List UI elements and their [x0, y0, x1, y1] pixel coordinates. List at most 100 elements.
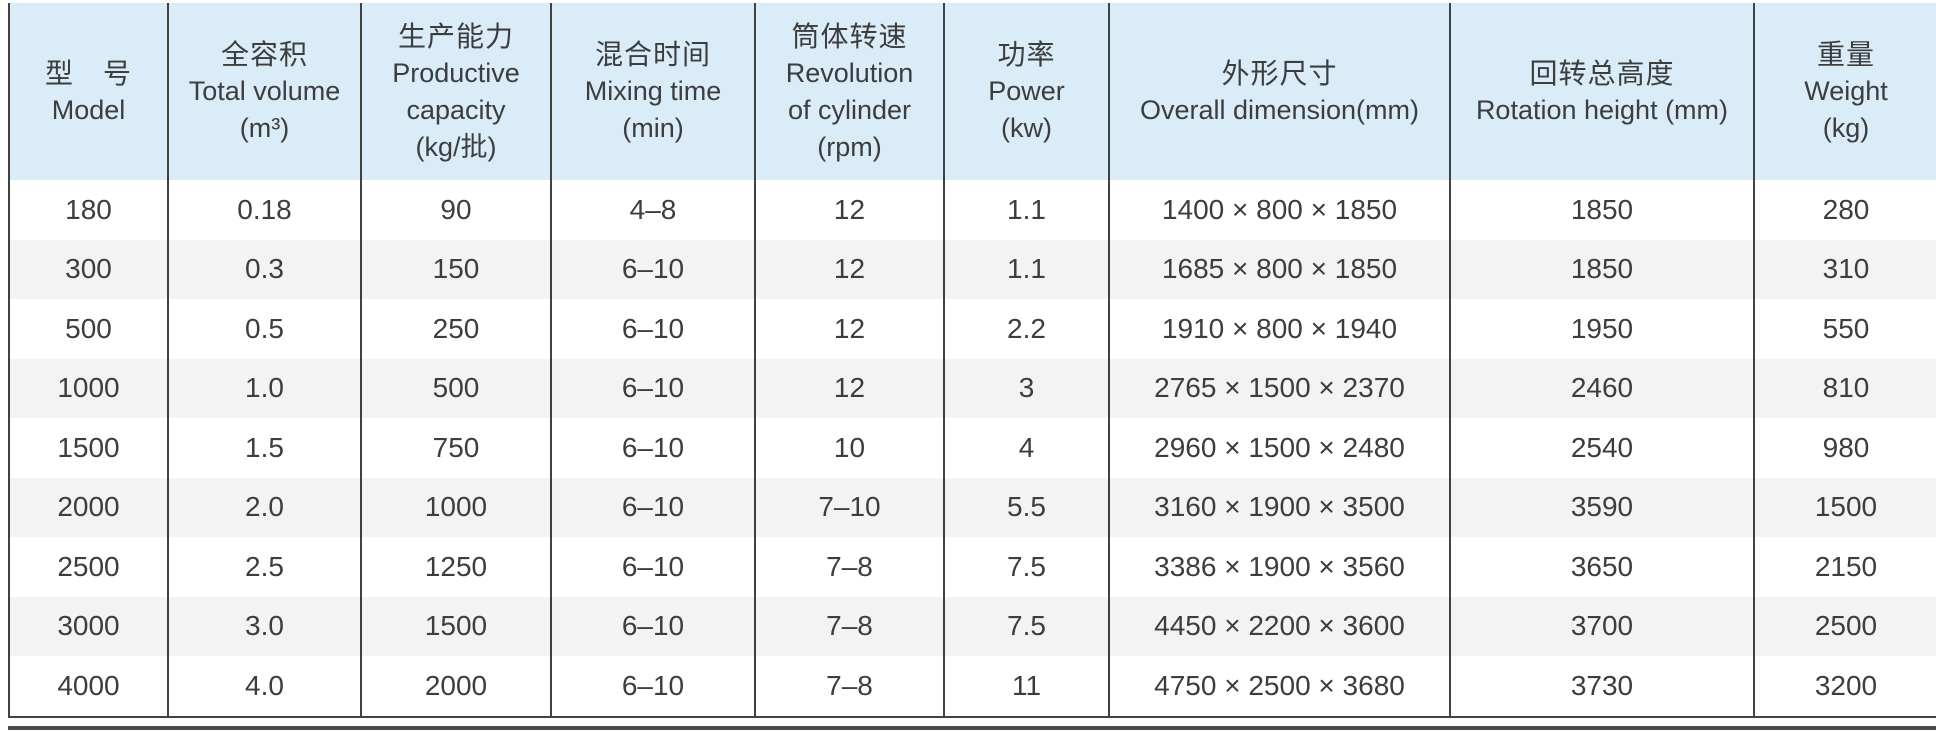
table-row: 3000 3.0 1500 6–10 7–8 7.5 4450 × 2200 × 3600 3… [9, 596, 1936, 656]
table-row: 1000 1.0 500 6–10 12 3 2765 × 1500 × 2370 2460 8… [9, 358, 1936, 418]
table-cell: 1.5 [168, 418, 362, 478]
column-header-total-volume: 全容积 Total volume (m³) [168, 3, 362, 180]
table-cell: 300 [9, 239, 169, 299]
header-en-model: Model [51, 94, 126, 125]
table-cell: 500 [9, 299, 169, 359]
table-cell: 500 [361, 358, 552, 418]
table-cell: 6–10 [551, 656, 756, 717]
header-zh-mixing-time: 混合时间 [594, 39, 711, 70]
table-cell: 10 [755, 418, 945, 478]
table-row: 2500 2.5 1250 6–10 7–8 7.5 3386 × 1900 × 3560 3… [9, 537, 1936, 597]
table-cell: 980 [1822, 431, 1870, 463]
header-en-power: Power [988, 76, 1065, 106]
table-cell: 1000 [361, 477, 552, 537]
table-cell: 1685 × 800 × 1850 [1109, 239, 1451, 299]
column-header-overall-dimension: 外形尺寸 Overall dimension(mm) [1109, 3, 1451, 180]
table-cell: 1.1 [944, 239, 1110, 299]
table-cell: 4.0 [168, 656, 362, 717]
column-header-productive-capacity: 生产能力 Productive capacity (kg/批) [361, 3, 552, 180]
table-row: 1500 1.5 750 6–10 10 4 2960 × 1500 × 2480 2540 9… [9, 418, 1936, 478]
table-cell: 2960 × 1500 × 2480 [1109, 418, 1451, 478]
table-cell: 2460 [1450, 358, 1755, 418]
header-en-revolution: Revolution of cylinder [785, 57, 914, 125]
table-cell: 11 [944, 656, 1110, 717]
table-cell: 2500 [9, 537, 169, 597]
header-unit-productive-capacity: (kg/批) [415, 131, 497, 162]
table-cell: 12 [755, 180, 945, 240]
table-cell: 750 [361, 418, 552, 478]
header-unit-total-volume: (m³) [239, 113, 290, 143]
header-en-mixing-time: Mixing time [584, 76, 722, 106]
header-en-overall-dimension: Overall dimension(mm) [1139, 94, 1420, 125]
header-unit-mixing-time: (min) [622, 113, 684, 143]
table-cell: 310 [1822, 253, 1870, 285]
table-row: 300 0.3 150 6–10 12 1.1 1685 × 800 × 1850 1850 3… [9, 239, 1936, 299]
bottom-rule [8, 726, 1936, 730]
table-cell: 2.5 [168, 537, 362, 597]
table-cell: 6–10 [551, 239, 756, 299]
table-cell: 1.1 [944, 180, 1110, 240]
spec-table: 型 号 Model 全容积 Total volume (m³) 生产能力 [8, 3, 1936, 718]
table-cell: 2000 [361, 656, 552, 717]
table-header: 型 号 Model 全容积 Total volume (m³) 生产能力 [9, 3, 1936, 180]
table-cell: 3000 [9, 596, 169, 656]
header-unit-power: (kw) [1001, 113, 1052, 143]
table-cell: 280 [1822, 193, 1870, 225]
table-cell: 4750 × 2500 × 3680 [1109, 656, 1451, 717]
table-cell: 1910 × 800 × 1940 [1109, 299, 1451, 359]
table-cell: 550 [1822, 312, 1870, 344]
table-cell: 7–10 [755, 477, 945, 537]
table-cell: 2.2 [944, 299, 1110, 359]
table-cell: 3 [944, 358, 1110, 418]
table-cell: 4 [944, 418, 1110, 478]
table-cell: 6–10 [551, 299, 756, 359]
header-unit-revolution: (rpm) [817, 131, 882, 162]
table-cell: 3386 × 1900 × 3560 [1109, 537, 1451, 597]
header-en-weight: Weight [1804, 76, 1888, 106]
table-cell: 2150 [1814, 550, 1878, 582]
table-cell: 2000 [9, 477, 169, 537]
table-cell: 7–8 [755, 596, 945, 656]
table-cell: 1000 [9, 358, 169, 418]
table-cell: 6–10 [551, 358, 756, 418]
table-cell: 3650 [1450, 537, 1755, 597]
table-cell: 7.5 [944, 537, 1110, 597]
column-header-weight: 重量 Weight (kg) [1754, 3, 1936, 180]
table-row: 2000 2.0 1000 6–10 7–10 5.5 3160 × 1900 × 3500… [9, 477, 1936, 537]
table-cell: 2500 [1814, 610, 1878, 642]
table-cell: 1250 [361, 537, 552, 597]
header-en-total-volume: Total volume [188, 76, 341, 106]
table-cell: 1850 [1450, 239, 1755, 299]
header-zh-total-volume: 全容积 [220, 39, 308, 70]
table-cell: 3160 × 1900 × 3500 [1109, 477, 1451, 537]
table-cell: 2540 [1450, 418, 1755, 478]
table-cell: 0.5 [168, 299, 362, 359]
header-unit-weight: (kg) [1822, 113, 1870, 143]
column-header-power: 功率 Power (kw) [944, 3, 1110, 180]
table-cell: 7.5 [944, 596, 1110, 656]
column-header-model: 型 号 Model [9, 3, 169, 180]
table-cell: 12 [755, 239, 945, 299]
table-cell: 6–10 [551, 596, 756, 656]
table-cell: 1500 [361, 596, 552, 656]
table-cell: 12 [755, 358, 945, 418]
table-cell: 1850 [1450, 180, 1755, 240]
table-cell: 7–8 [755, 656, 945, 717]
table-cell: 3700 [1450, 596, 1755, 656]
table-cell: 3730 [1450, 656, 1755, 717]
table-cell: 4000 [9, 656, 169, 717]
table-row: 180 0.18 90 4–8 12 1.1 1400 × 800 × 1850 1850 28… [9, 180, 1936, 240]
table-cell: 3.0 [168, 596, 362, 656]
column-header-rotation-height: 回转总高度 Rotation height (mm) [1450, 3, 1755, 180]
header-en-productive-capacity: Productive capacity [392, 57, 520, 125]
table-row: 4000 4.0 2000 6–10 7–8 11 4750 × 2500 × 3680 37… [9, 656, 1936, 717]
header-row: 型 号 Model 全容积 Total volume (m³) 生产能力 [9, 3, 1936, 180]
table-cell: 6–10 [551, 477, 756, 537]
table-cell: 6–10 [551, 418, 756, 478]
header-zh-power: 功率 [997, 39, 1056, 70]
table-cell: 1500 [1814, 491, 1878, 523]
table-cell: 2765 × 1500 × 2370 [1109, 358, 1451, 418]
table-cell: 1.0 [168, 358, 362, 418]
table-cell: 250 [361, 299, 552, 359]
table-cell: 3590 [1450, 477, 1755, 537]
